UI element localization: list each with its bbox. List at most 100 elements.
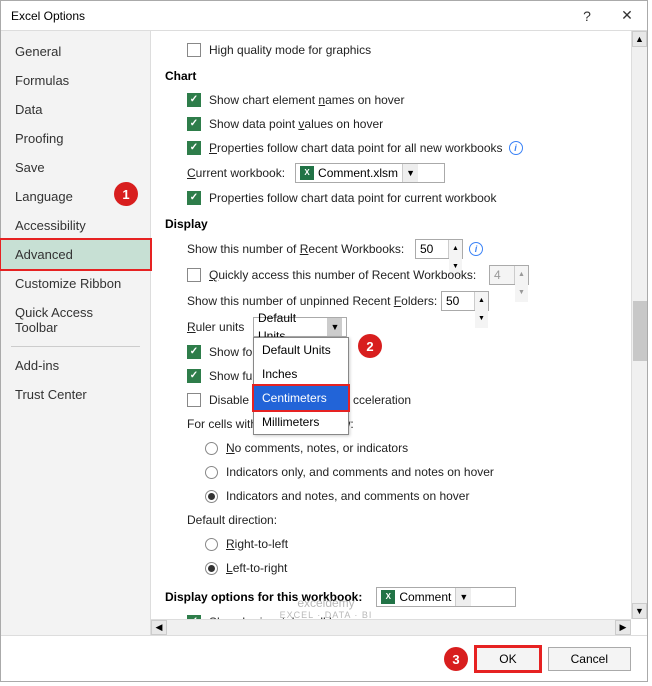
direction-ltr[interactable]: Left-to-right xyxy=(205,559,617,577)
sidebar-separator xyxy=(11,346,140,347)
cancel-button[interactable]: Cancel xyxy=(548,647,631,671)
radio-indicators-notes[interactable] xyxy=(205,490,218,503)
radio-indicators-only[interactable] xyxy=(205,466,218,479)
wb-options-value: Comment xyxy=(399,588,451,606)
show-fun-label: Show fun xyxy=(209,367,259,385)
high-quality-row[interactable]: High quality mode for graphics xyxy=(187,41,617,59)
scroll-left-icon[interactable]: ◀ xyxy=(151,620,167,635)
ruler-units-dropdown: Default Units Inches Centimeters Millime… xyxy=(253,337,349,435)
recent-wb-value: 50 xyxy=(420,240,433,258)
ruler-units-combo[interactable]: Default Units ▼ xyxy=(253,317,347,337)
radio-rtl[interactable] xyxy=(205,538,218,551)
disable-hw-check[interactable] xyxy=(187,393,201,407)
comments-r1[interactable]: No comments, notes, or indicators xyxy=(205,439,617,457)
info-icon[interactable]: i xyxy=(509,141,523,155)
ruler-label: Ruler units xyxy=(187,318,253,336)
spin-up-icon[interactable]: ▲ xyxy=(475,292,488,310)
high-quality-label: High quality mode for graphics xyxy=(209,41,371,59)
callout-1: 1 xyxy=(114,182,138,206)
show-fun-row[interactable]: Show fun xyxy=(187,367,617,385)
ruler-option-millimeters[interactable]: Millimeters xyxy=(254,410,348,434)
direction-header: Default direction: xyxy=(187,511,617,529)
scroll-down-icon[interactable]: ▼ xyxy=(632,603,647,619)
show-formula-row[interactable]: Show for xyxy=(187,343,617,361)
sidebar-item-qat[interactable]: Quick Access Toolbar xyxy=(1,298,150,342)
chevron-down-icon[interactable]: ▼ xyxy=(455,588,471,606)
excel-icon: X xyxy=(300,166,314,180)
chart-props-all-check[interactable] xyxy=(187,141,201,155)
ruler-option-centimeters[interactable]: Centimeters xyxy=(254,386,348,410)
ruler-option-default[interactable]: Default Units xyxy=(254,338,348,362)
radio-indicators-only-label: Indicators only, and comments and notes … xyxy=(226,463,494,481)
help-button[interactable]: ? xyxy=(567,1,607,31)
hscroll-track[interactable] xyxy=(167,620,615,635)
recent-folders-spinner[interactable]: 50 ▲▼ xyxy=(441,291,489,311)
recent-folders-row: Show this number of unpinned Recent Fold… xyxy=(187,291,617,311)
disable-hw-row[interactable]: Disable hcceleration xyxy=(187,391,617,409)
options-dialog: Excel Options ? ✕ General Formulas Data … xyxy=(0,0,648,682)
scroll-thumb[interactable] xyxy=(633,301,647,361)
chart-values-row[interactable]: Show data point values on hover xyxy=(187,115,617,133)
quick-access-check[interactable] xyxy=(187,268,201,282)
wb-options-row: Display options for this workbook: X Com… xyxy=(165,587,617,607)
wb-options-title: Display options for this workbook: xyxy=(165,588,362,606)
wb-options-combo[interactable]: X Comment ▼ xyxy=(376,587,516,607)
chart-props-cur-check[interactable] xyxy=(187,191,201,205)
ruler-option-inches[interactable]: Inches xyxy=(254,362,348,386)
comments-r3[interactable]: Indicators and notes, and comments on ho… xyxy=(205,487,617,505)
horizontal-scrollbar[interactable]: ◀ ▶ xyxy=(151,619,631,635)
chart-props-all-row[interactable]: Properties follow chart data point for a… xyxy=(187,139,617,157)
chart-names-row[interactable]: Show chart element names on hover xyxy=(187,91,617,109)
sidebar-item-advanced[interactable]: Advanced xyxy=(0,238,152,271)
sidebar-item-accessibility[interactable]: Accessibility xyxy=(1,211,150,240)
chart-names-check[interactable] xyxy=(187,93,201,107)
sidebar-item-trust-center[interactable]: Trust Center xyxy=(1,380,150,409)
quick-access-spinner: 4 ▲▼ xyxy=(489,265,529,285)
sidebar-item-addins[interactable]: Add-ins xyxy=(1,351,150,380)
comments-header: For cells with comments, show: xyxy=(187,415,617,433)
chart-values-check[interactable] xyxy=(187,117,201,131)
show-fun-check[interactable] xyxy=(187,369,201,383)
current-wb-label: Current workbook: xyxy=(187,164,285,182)
ok-button[interactable]: OK xyxy=(476,647,539,671)
spin-up-icon[interactable]: ▲ xyxy=(449,240,462,258)
sidebar-item-customize-ribbon[interactable]: Customize Ribbon xyxy=(1,269,150,298)
scroll-area: High quality mode for graphics Chart Sho… xyxy=(151,31,631,619)
direction-header-label: Default direction: xyxy=(187,511,277,529)
sidebar-item-proofing[interactable]: Proofing xyxy=(1,124,150,153)
chart-values-label: Show data point values on hover xyxy=(209,115,383,133)
recent-wb-spinner[interactable]: 50 ▲▼ xyxy=(415,239,463,259)
ruler-units-row: Ruler units Default Units ▼ Default Unit… xyxy=(187,317,617,337)
content: General Formulas Data Proofing Save Lang… xyxy=(1,31,647,635)
recent-wb-row: Show this number of Recent Workbooks: 50… xyxy=(187,239,617,259)
chevron-down-icon[interactable]: ▼ xyxy=(402,164,418,182)
quick-access-label: Quickly access this number of Recent Wor… xyxy=(209,266,489,284)
titlebar: Excel Options ? ✕ xyxy=(1,1,647,31)
high-quality-check[interactable] xyxy=(187,43,201,57)
quick-access-value: 4 xyxy=(494,266,501,284)
scroll-up-icon[interactable]: ▲ xyxy=(632,31,647,47)
scroll-right-icon[interactable]: ▶ xyxy=(615,620,631,635)
sidebar-item-data[interactable]: Data xyxy=(1,95,150,124)
callout-2: 2 xyxy=(358,334,382,358)
current-wb-combo[interactable]: X Comment.xlsm ▼ xyxy=(295,163,445,183)
sidebar-item-save[interactable]: Save xyxy=(1,153,150,182)
chevron-down-icon[interactable]: ▼ xyxy=(327,318,342,336)
show-formula-check[interactable] xyxy=(187,345,201,359)
info-icon[interactable]: i xyxy=(469,242,483,256)
sidebar-item-formulas[interactable]: Formulas xyxy=(1,66,150,95)
sidebar: General Formulas Data Proofing Save Lang… xyxy=(1,31,151,635)
close-button[interactable]: ✕ xyxy=(607,1,647,31)
comments-r2[interactable]: Indicators only, and comments and notes … xyxy=(205,463,617,481)
sidebar-item-general[interactable]: General xyxy=(1,37,150,66)
current-wb-row: Current workbook: X Comment.xlsm ▼ xyxy=(187,163,617,183)
radio-ltr[interactable] xyxy=(205,562,218,575)
chart-props-cur-row[interactable]: Properties follow chart data point for c… xyxy=(187,189,617,207)
radio-ltr-label: Left-to-right xyxy=(226,559,287,577)
chart-props-cur-label: Properties follow chart data point for c… xyxy=(209,189,496,207)
vertical-scrollbar[interactable]: ▲ ▼ xyxy=(631,31,647,619)
radio-no-comments[interactable] xyxy=(205,442,218,455)
quick-access-row[interactable]: Quickly access this number of Recent Wor… xyxy=(187,265,617,285)
radio-no-comments-label: No comments, notes, or indicators xyxy=(226,439,408,457)
direction-rtl[interactable]: Right-to-left xyxy=(205,535,617,553)
